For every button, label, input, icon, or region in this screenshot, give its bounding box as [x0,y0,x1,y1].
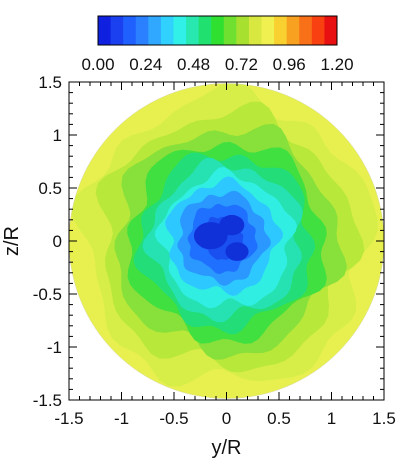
x-tick-label: -1 [114,409,129,428]
axis-ticks [68,81,385,401]
colorbar-tick-label: 0.00 [81,55,114,74]
colorbar-tick-label: 0.96 [273,55,306,74]
y-tick-label: -1.5 [33,391,62,410]
colorbar-tick-label: 0.48 [177,55,210,74]
colorbar-labels: 0.00 0.24 0.48 0.72 0.96 1.20 [81,55,353,74]
colorbar-swatch [261,16,275,45]
colorbar-swatch [248,16,263,45]
colorbar [97,15,338,46]
x-tick-label: 1.5 [372,409,396,428]
colorbar-swatch [98,16,112,45]
colorbar-swatch [299,16,313,45]
colorbar-swatch [223,16,237,45]
contour-core [219,214,245,236]
y-axis-label: z/R [1,226,23,256]
colorbar-swatch [135,16,149,45]
colorbar-swatch [110,16,124,45]
x-tick-label: 0 [222,409,231,428]
y-tick-label: 1.5 [38,73,62,92]
contour-field [69,83,384,399]
colorbar-tick-label: 1.20 [320,55,353,74]
colorbar-tick-label: 0.72 [225,55,258,74]
y-tick-label: 0 [53,232,62,251]
colorbar-frame [97,15,338,46]
y-tick-label: -1 [47,338,62,357]
colorbar-tick-label: 0.24 [129,55,162,74]
x-tick-label: -0.5 [159,409,188,428]
colorbar-swatch [186,16,200,45]
x-tick-label: -1.5 [54,409,83,428]
colorbar-swatch [160,16,174,45]
x-axis-label: y/R [212,437,242,459]
colorbar-swatch [198,16,212,45]
x-tick-label: 0.5 [267,409,291,428]
x-tick-labels: -1.5 -1 -0.5 0 0.5 1 1.5 [54,409,395,428]
colorbar-swatch [324,16,338,45]
colorbar-swatch [236,16,250,45]
y-tick-label: 0.5 [38,179,62,198]
colorbar-swatch [211,16,225,45]
colorbar-swatch [311,16,325,45]
y-tick-label: 1 [53,126,62,145]
colorbar-swatch [148,16,162,45]
x-tick-label: 1 [327,409,336,428]
colorbar-swatch [173,16,187,45]
y-tick-label: -0.5 [33,285,62,304]
y-tick-labels: 1.5 1 0.5 0 -0.5 -1 -1.5 [33,73,62,410]
colorbar-swatch [286,16,300,45]
contour-core [225,242,249,261]
contour-core [193,222,228,250]
colorbar-swatch [123,16,137,45]
colorbar-swatch [274,16,288,45]
